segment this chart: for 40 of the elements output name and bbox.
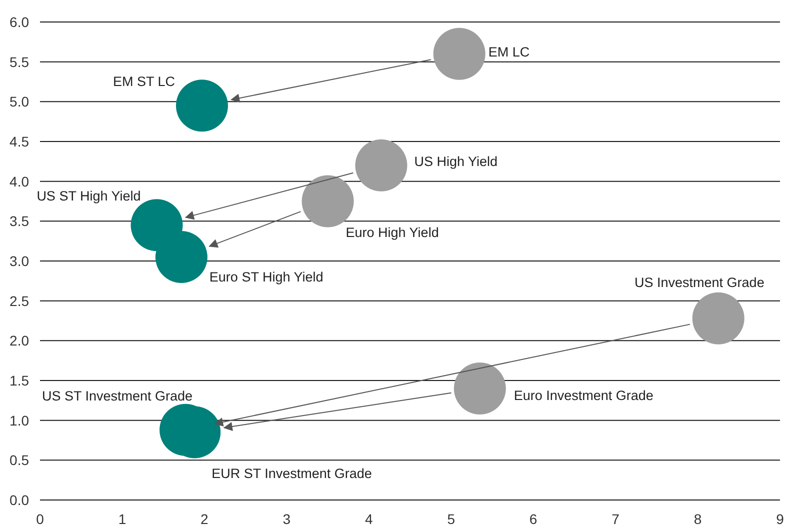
annotation: Euro Investment Grade [514, 388, 654, 403]
y-tick-label: 5.5 [10, 54, 30, 70]
annotation: US ST High Yield [36, 188, 141, 204]
x-tick-label: 7 [612, 511, 620, 527]
x-tick-label: 6 [529, 511, 538, 527]
annotation: US High Yield [414, 154, 498, 169]
point [302, 175, 354, 228]
y-tick-label: 0.5 [10, 452, 30, 468]
point [355, 139, 408, 192]
x-tick-label: 2 [200, 511, 209, 527]
y-tick-label: 2.5 [10, 292, 30, 309]
annotation: EM LC [488, 44, 530, 60]
x-tick-label: 8 [694, 511, 702, 527]
y-tick-label: 6.0 [10, 14, 30, 30]
y-tick-label: 4.5 [10, 134, 30, 150]
y-tick-label: 5.0 [10, 94, 30, 110]
annotation: EUR ST Investment Grade [212, 466, 372, 481]
x-tick-label: 1 [118, 511, 126, 527]
y-tick-label: 4.0 [10, 173, 30, 190]
annotation: EM ST LC [112, 74, 176, 90]
point [176, 80, 228, 132]
annotation: US Investment Grade [634, 274, 764, 290]
annotation: Euro High Yield [346, 224, 439, 240]
point [155, 231, 208, 284]
point [433, 28, 486, 80]
y-tick-label: 3.0 [10, 253, 30, 269]
y-tick-label: 0.0 [10, 492, 30, 508]
x-tick-label: 5 [447, 511, 456, 527]
y-tick-label: 2.0 [10, 332, 30, 349]
x-tick-label: 3 [282, 511, 291, 527]
x-tick-label: 9 [776, 511, 784, 527]
y-tick-label: 1.0 [10, 412, 30, 428]
x-tick-label: 0 [36, 511, 44, 527]
point [454, 362, 506, 414]
y-tick-label: 3.5 [10, 213, 30, 230]
annotation: Euro ST High Yield [209, 270, 324, 285]
annotation: US ST Investment Grade [42, 388, 193, 404]
point [692, 292, 744, 344]
x-tick-label: 4 [364, 511, 373, 527]
y-tick-label: 1.5 [10, 372, 30, 388]
